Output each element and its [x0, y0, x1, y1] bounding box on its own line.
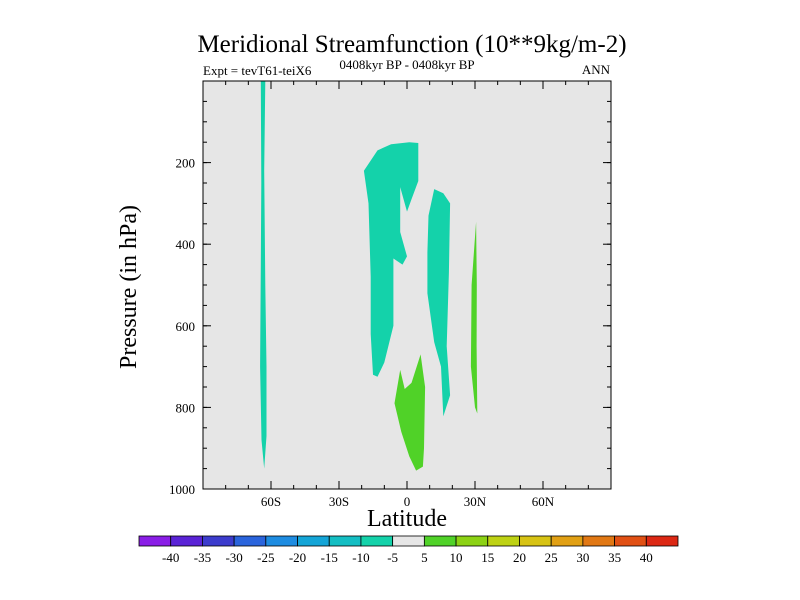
colorbar-swatch: [360, 535, 394, 547]
colorbar-label: 25: [545, 550, 558, 565]
colorbar-swatch: [233, 535, 267, 547]
colorbar-label: 5: [421, 550, 428, 565]
colorbar-label: 20: [513, 550, 526, 565]
colorbar-swatch: [265, 535, 298, 547]
colorbar-label: -40: [162, 550, 179, 565]
colorbar-swatch: [487, 535, 520, 547]
chart-title: Meridional Streamfunction (10**9kg/m-2): [197, 31, 626, 58]
y-tick-label: 1000: [169, 482, 195, 497]
colorbar-swatch: [614, 535, 647, 547]
colorbar-label: 40: [640, 550, 653, 565]
colorbar-label: -15: [321, 550, 338, 565]
experiment-label: Expt = tevT61-teiX6: [203, 63, 312, 78]
colorbar-label: -35: [194, 550, 211, 565]
tropical-north-cell-region: [427, 189, 451, 417]
colorbar-label: -20: [289, 550, 306, 565]
y-tick-label: 400: [176, 237, 196, 252]
contour-regions: [260, 81, 478, 471]
colorbar-label: -5: [387, 550, 398, 565]
colorbar-label: 15: [481, 550, 494, 565]
y-axis-title: Pressure (in hPa): [116, 205, 142, 369]
x-tick-label: 30N: [464, 494, 487, 509]
colorbar-swatch: [519, 535, 552, 547]
northern-subtropical-positive-region: [470, 221, 478, 414]
colorbar-swatch: [202, 535, 235, 547]
colorbar-label: -10: [352, 550, 369, 565]
x-tick-label: 0: [404, 494, 411, 509]
y-tick-label: 800: [176, 400, 196, 415]
southern-polar-column-region: [260, 81, 267, 469]
colorbar-label: 35: [608, 550, 621, 565]
colorbar-swatch: [392, 535, 425, 547]
equatorial-positive-cell-region: [394, 354, 426, 471]
colorbar-swatch: [550, 535, 584, 547]
colorbar-label: 30: [576, 550, 589, 565]
colorbar: -40 -35 -30 -25 -20 -15 -10 -5 5 10 15 20 25 30 35 40: [138, 535, 679, 565]
colorbar-swatch: [328, 535, 362, 547]
colorbar-swatch: [423, 535, 457, 547]
x-axis-title: Latitude: [367, 506, 447, 532]
season-label: ANN: [582, 62, 611, 77]
x-tick-label: 30S: [329, 494, 349, 509]
colorbar-swatch: [582, 535, 615, 547]
tropical-south-cell-region: [363, 142, 419, 377]
x-tick-label: 60S: [261, 494, 281, 509]
colorbar-swatch: [455, 535, 489, 547]
y-tick-label: 200: [176, 156, 196, 171]
plot-frame: [202, 80, 612, 490]
colorbar-swatch: [170, 535, 203, 547]
colorbar-swatch: [138, 535, 172, 547]
colorbar-label: 10: [450, 550, 463, 565]
colorbar-label: -25: [257, 550, 274, 565]
colorbar-label: -30: [225, 550, 242, 565]
colorbar-swatch: [645, 535, 679, 547]
x-tick-label: 60N: [532, 494, 555, 509]
time-range-label: 0408kyr BP - 0408kyr BP: [339, 57, 474, 72]
colorbar-swatch: [297, 535, 330, 547]
y-tick-label: 600: [176, 319, 196, 334]
